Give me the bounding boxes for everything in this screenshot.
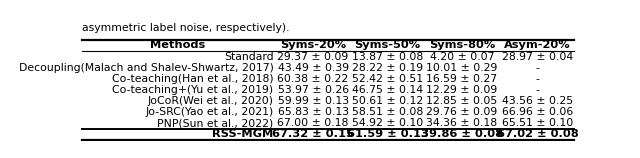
Text: 67.00 ± 0.18: 67.00 ± 0.18 <box>277 118 349 128</box>
Text: 10.01 ± 0.29: 10.01 ± 0.29 <box>426 63 498 73</box>
Text: 16.59 ± 0.27: 16.59 ± 0.27 <box>426 74 497 84</box>
Text: 65.51 ± 0.10: 65.51 ± 0.10 <box>502 118 573 128</box>
Text: RSS-MGM: RSS-MGM <box>212 129 273 140</box>
Text: Syms-80%: Syms-80% <box>429 40 495 50</box>
Text: 50.61 ± 0.12: 50.61 ± 0.12 <box>352 96 423 106</box>
Text: 65.83 ± 0.13: 65.83 ± 0.13 <box>278 107 349 117</box>
Text: 61.59 ± 0.13: 61.59 ± 0.13 <box>347 129 428 140</box>
Text: 58.51 ± 0.08: 58.51 ± 0.08 <box>352 107 423 117</box>
Text: 43.56 ± 0.25: 43.56 ± 0.25 <box>502 96 573 106</box>
Text: 28.22 ± 0.19: 28.22 ± 0.19 <box>352 63 423 73</box>
Text: PNP(Sun et al., 2022): PNP(Sun et al., 2022) <box>157 118 273 128</box>
Text: -: - <box>536 74 540 84</box>
Text: 46.75 ± 0.14: 46.75 ± 0.14 <box>352 85 423 95</box>
Text: 54.92 ± 0.10: 54.92 ± 0.10 <box>352 118 423 128</box>
Text: 66.96 ± 0.06: 66.96 ± 0.06 <box>502 107 573 117</box>
Text: -: - <box>536 63 540 73</box>
Text: 60.38 ± 0.22: 60.38 ± 0.22 <box>278 74 349 84</box>
Text: -: - <box>536 85 540 95</box>
Text: Decoupling(Malach and Shalev-Shwartz, 2017): Decoupling(Malach and Shalev-Shwartz, 20… <box>19 63 273 73</box>
Text: 67.32 ± 0.15: 67.32 ± 0.15 <box>272 129 354 140</box>
Text: Co-teaching+(Yu et al., 2019): Co-teaching+(Yu et al., 2019) <box>112 85 273 95</box>
Text: 34.36 ± 0.18: 34.36 ± 0.18 <box>426 118 497 128</box>
Text: 29.76 ± 0.09: 29.76 ± 0.09 <box>426 107 497 117</box>
Text: asymmetric label noise, respectively).: asymmetric label noise, respectively). <box>83 23 290 33</box>
Text: 43.49 ± 0.39: 43.49 ± 0.39 <box>278 63 349 73</box>
Text: 12.29 ± 0.09: 12.29 ± 0.09 <box>426 85 497 95</box>
Text: JoCoR(Wei et al., 2020): JoCoR(Wei et al., 2020) <box>147 96 273 106</box>
Text: 28.97 ± 0.04: 28.97 ± 0.04 <box>502 52 573 62</box>
Text: 59.99 ± 0.13: 59.99 ± 0.13 <box>278 96 349 106</box>
Text: Jo-SRC(Yao et al., 2021): Jo-SRC(Yao et al., 2021) <box>145 107 273 117</box>
Text: 13.87 ± 0.08: 13.87 ± 0.08 <box>352 52 423 62</box>
Text: 53.97 ± 0.26: 53.97 ± 0.26 <box>278 85 349 95</box>
Text: Standard: Standard <box>224 52 273 62</box>
Text: Syms-50%: Syms-50% <box>355 40 420 50</box>
Text: Co-teaching(Han et al., 2018): Co-teaching(Han et al., 2018) <box>112 74 273 84</box>
Text: Syms-20%: Syms-20% <box>280 40 346 50</box>
Text: 67.02 ± 0.08: 67.02 ± 0.08 <box>497 129 579 140</box>
Text: 29.37 ± 0.09: 29.37 ± 0.09 <box>278 52 349 62</box>
Text: 4.20 ± 0.07: 4.20 ± 0.07 <box>429 52 494 62</box>
Text: 52.42 ± 0.51: 52.42 ± 0.51 <box>352 74 423 84</box>
Text: Asym-20%: Asym-20% <box>504 40 571 50</box>
Text: Methods: Methods <box>150 40 205 50</box>
Text: 12.85 ± 0.05: 12.85 ± 0.05 <box>426 96 497 106</box>
Text: 39.86 ± 0.08: 39.86 ± 0.08 <box>421 129 503 140</box>
